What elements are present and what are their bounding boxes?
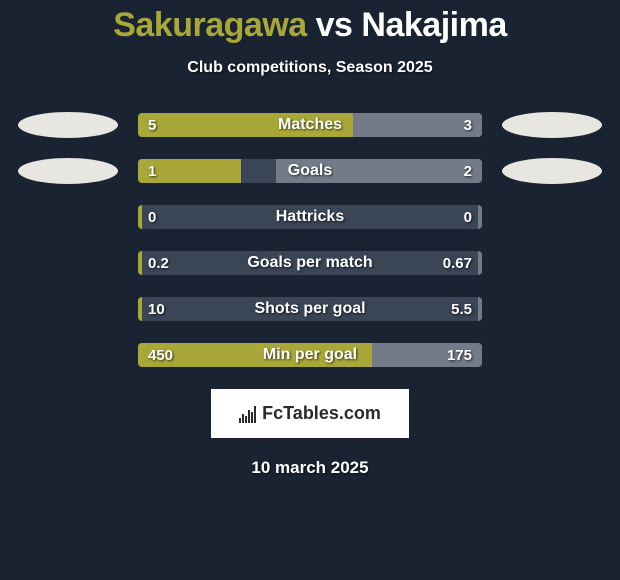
stat-row: 53Matches [0, 113, 620, 137]
title-player2: Nakajima [361, 6, 506, 44]
title-vs: vs [316, 6, 353, 44]
footer-date: 10 march 2025 [0, 458, 620, 478]
stat-bar: 450175Min per goal [138, 343, 482, 367]
bar-fill-left [138, 297, 142, 321]
stat-row: 0.2 0.67Goals per match [0, 251, 620, 275]
player-oval-right [502, 112, 602, 138]
stat-bar: 53Matches [138, 113, 482, 137]
subtitle: Club competitions, Season 2025 [0, 59, 620, 77]
bar-fill-right [276, 159, 482, 183]
bar-fill-right [478, 205, 482, 229]
spacer [18, 204, 118, 230]
stat-row: 450175Min per goal [0, 343, 620, 367]
stat-row: 10 5.5Shots per goal [0, 297, 620, 321]
bar-fill-left [138, 343, 372, 367]
stat-bar: 0 0Hattricks [138, 205, 482, 229]
stat-label: Shots per goal [138, 297, 482, 321]
bar-fill-right [478, 297, 482, 321]
stat-value-left: 0.2 [148, 251, 169, 275]
bar-fill-right [478, 251, 482, 275]
spacer [502, 250, 602, 276]
stat-bar: 12Goals [138, 159, 482, 183]
stat-row: 0 0Hattricks [0, 205, 620, 229]
stat-value-right: 0.67 [443, 251, 472, 275]
footer-logo-text: FcTables.com [262, 403, 381, 424]
stat-bar: 10 5.5Shots per goal [138, 297, 482, 321]
bar-fill-left [138, 205, 142, 229]
player-oval-right [502, 158, 602, 184]
spacer [18, 342, 118, 368]
spacer [18, 296, 118, 322]
stat-value-left: 10 [148, 297, 165, 321]
bar-chart-icon [239, 405, 256, 423]
stat-label: Goals per match [138, 251, 482, 275]
stat-value-left: 5 [148, 113, 156, 137]
infographic-container: Sakuragawa vs Nakajima Club competitions… [0, 0, 620, 478]
stat-row: 12Goals [0, 159, 620, 183]
spacer [18, 250, 118, 276]
stat-value-right: 2 [464, 159, 472, 183]
page-title: Sakuragawa vs Nakajima [0, 6, 620, 45]
stat-value-left: 1 [148, 159, 156, 183]
bar-fill-left [138, 251, 142, 275]
stat-value-right: 3 [464, 113, 472, 137]
footer-logo: FcTables.com [211, 389, 409, 438]
stat-value-left: 450 [148, 343, 173, 367]
stat-value-right: 0 [464, 205, 472, 229]
bar-fill-right [353, 113, 482, 137]
bar-fill-left [138, 113, 353, 137]
stat-value-right: 175 [447, 343, 472, 367]
stat-bar: 0.2 0.67Goals per match [138, 251, 482, 275]
spacer [502, 204, 602, 230]
stat-label: Hattricks [138, 205, 482, 229]
spacer [502, 342, 602, 368]
spacer [502, 296, 602, 322]
stat-value-left: 0 [148, 205, 156, 229]
stat-value-right: 5.5 [451, 297, 472, 321]
title-player1: Sakuragawa [113, 6, 306, 44]
footer-logo-wrap: FcTables.com [0, 389, 620, 438]
comparison-chart: 53Matches12Goals00Hattricks0.20.67Goals … [0, 113, 620, 367]
player-oval-left [18, 112, 118, 138]
player-oval-left [18, 158, 118, 184]
